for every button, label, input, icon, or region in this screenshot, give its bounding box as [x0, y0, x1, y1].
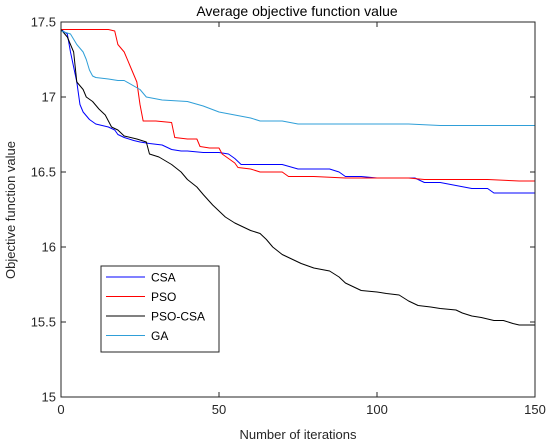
- legend: CSA PSO PSO-CSA GA: [100, 265, 220, 353]
- y-tick-label: 16: [42, 240, 56, 255]
- series-line-ga: [60, 30, 535, 126]
- legend-box: [100, 265, 220, 353]
- y-tick-label: 17.5: [31, 15, 56, 30]
- series-lines: [60, 29, 535, 326]
- y-tick-label: 15: [42, 390, 56, 405]
- legend-label-csa: CSA: [151, 271, 176, 285]
- legend-label-pso: PSO: [151, 290, 176, 304]
- legend-label-pso-csa: PSO-CSA: [151, 310, 205, 324]
- x-axis-label: Number of iterations: [239, 427, 357, 442]
- series-line-pso: [61, 29, 535, 182]
- x-tick-label: 50: [212, 402, 226, 417]
- axes: [60, 21, 536, 398]
- legend-label-ga: GA: [151, 329, 168, 343]
- y-tick-label: 15.5: [31, 315, 56, 330]
- x-tick-label: 150: [524, 402, 546, 417]
- chart-title: Average objective function value: [196, 3, 398, 19]
- series-line-pso-csa: [60, 29, 535, 326]
- y-tick-label: 17: [42, 90, 56, 105]
- axes-frame: [60, 21, 536, 398]
- y-tick-label: 16.5: [31, 165, 56, 180]
- y-axis-label: Objective function value: [3, 141, 18, 279]
- x-tick-label: 100: [366, 402, 388, 417]
- x-tick-label: 0: [57, 402, 64, 417]
- series-line-csa: [60, 29, 535, 194]
- tick-labels: 0 50 100 150 15 15.5 16 16.5 17 17.5: [31, 15, 546, 418]
